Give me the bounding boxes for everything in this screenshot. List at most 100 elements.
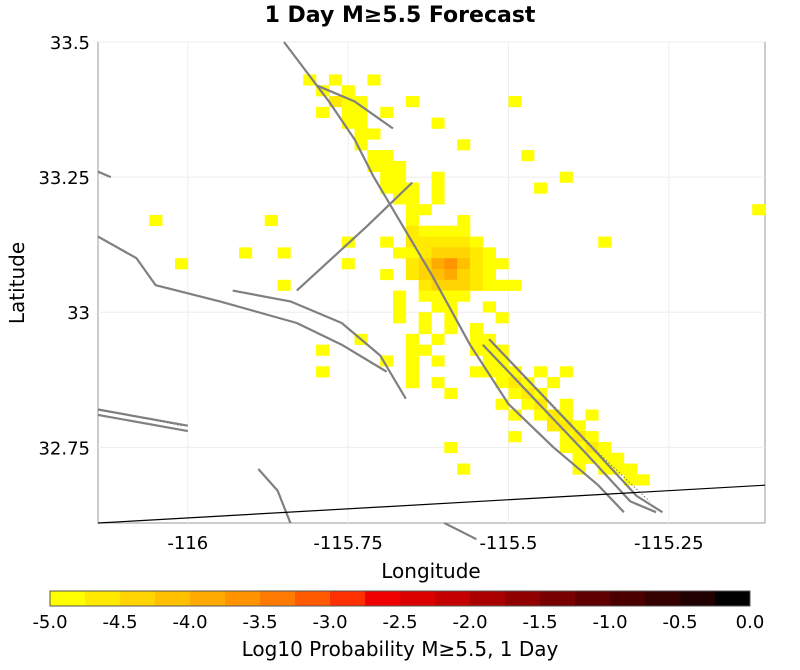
- probability-cell: [431, 225, 445, 237]
- probability-cell: [418, 236, 432, 248]
- probability-cell: [534, 409, 548, 421]
- probability-cell: [469, 268, 484, 281]
- probability-cell: [418, 247, 432, 259]
- colorbar-tick-label: -3.0: [312, 612, 347, 633]
- probability-cell: [405, 204, 419, 216]
- probability-cell: [457, 463, 471, 475]
- fault-line: [97, 235, 388, 373]
- colorbar-tick-label: 0.0: [736, 612, 765, 633]
- probability-cell: [431, 268, 445, 281]
- probability-cell: [431, 258, 445, 270]
- x-tick-label: -115.25: [634, 533, 703, 554]
- colorbar-swatch: [470, 591, 506, 606]
- probability-cell: [495, 344, 509, 356]
- colorbar-swatch: [400, 591, 436, 606]
- probability-cell: [405, 366, 419, 378]
- probability-cell: [469, 323, 484, 335]
- fault-line: [296, 181, 414, 292]
- probability-cell: [585, 431, 599, 443]
- colorbar-tick-labels: -5.0 -4.5 -4.0 -3.5 -3.0 -2.5 -2.0 -1.5 -1.0 -0.5…: [32, 612, 764, 633]
- probability-cell: [418, 279, 432, 291]
- probability-cell: [405, 96, 419, 108]
- probability-cell: [469, 366, 484, 378]
- probability-cell: [405, 225, 419, 237]
- border-line: [97, 484, 766, 524]
- probability-cell: [495, 377, 509, 389]
- probability-cell: [341, 96, 355, 108]
- probability-cell: [367, 150, 381, 162]
- probability-cell: [431, 236, 445, 248]
- probability-cell: [508, 279, 522, 291]
- probability-cell: [418, 312, 432, 324]
- colorbar: [49, 590, 751, 607]
- probability-cell: [316, 366, 330, 378]
- probability-cell: [431, 193, 445, 205]
- colorbar-tick-label: -1.0: [592, 612, 627, 633]
- fault-line: [232, 289, 407, 400]
- probability-cell: [380, 268, 394, 281]
- probability-cell: [546, 409, 561, 421]
- colorbar-swatch: [50, 591, 86, 606]
- colorbar-swatch: [260, 591, 296, 606]
- probability-cell: [431, 301, 445, 313]
- fault-line: [97, 413, 188, 433]
- chart-title: 1 Day M≥5.5 Forecast: [265, 3, 536, 28]
- probability-cell: [559, 420, 573, 432]
- probability-cell: [508, 409, 522, 421]
- probability-cell: [521, 150, 535, 162]
- probability-cell: [636, 474, 650, 486]
- probability-cell: [431, 247, 445, 259]
- probability-cell: [495, 366, 509, 378]
- probability-cell: [469, 258, 484, 270]
- probability-cell: [508, 366, 522, 378]
- probability-cell: [469, 236, 484, 248]
- y-axis-label: Latitude: [5, 242, 29, 324]
- probability-cell: [418, 323, 432, 335]
- probability-cell: [418, 225, 432, 237]
- probability-cell: [341, 106, 355, 118]
- probability-cell: [393, 290, 407, 302]
- colorbar-swatch: [190, 591, 226, 606]
- probability-cell: [623, 474, 638, 486]
- probability-cell: [444, 290, 458, 302]
- probability-cell: [367, 128, 381, 140]
- probability-cell: [469, 333, 484, 345]
- fault-line: [443, 522, 477, 541]
- probability-cell: [495, 355, 509, 367]
- probability-cell: [431, 117, 445, 129]
- probability-cell: [521, 377, 535, 389]
- x-axis-label: Longitude: [381, 559, 480, 583]
- probability-cell: [316, 85, 330, 97]
- probability-cell: [303, 74, 317, 86]
- colorbar-swatch: [365, 591, 401, 606]
- probability-cell: [572, 452, 586, 464]
- probability-cell: [444, 268, 458, 281]
- probability-cell: [380, 160, 394, 173]
- y-tick-label: 33.25: [38, 168, 90, 189]
- colorbar-tick-label: -5.0: [32, 612, 67, 633]
- colorbar-swatch: [295, 591, 331, 606]
- probability-cell: [393, 160, 407, 173]
- probability-cell: [393, 312, 407, 324]
- probability-cell: [508, 96, 522, 108]
- probability-cell: [598, 463, 612, 475]
- probability-cell: [380, 150, 394, 162]
- probability-cell: [611, 452, 625, 464]
- colorbar-swatch: [610, 591, 646, 606]
- probability-cell: [341, 85, 355, 97]
- colorbar-swatch: [505, 591, 541, 606]
- probability-cell: [380, 236, 394, 248]
- colorbar-swatch: [540, 591, 576, 606]
- probability-cell: [405, 377, 419, 389]
- probability-cell: [559, 431, 573, 443]
- probability-cell: [508, 387, 522, 399]
- colorbar-swatch: [120, 591, 156, 606]
- probability-cell: [457, 279, 471, 291]
- y-tick-label: 33: [67, 303, 90, 324]
- x-tick-labels: -116 -115.75 -115.5 -115.25: [167, 533, 703, 554]
- probability-cell: [546, 420, 561, 432]
- probability-cell: [572, 420, 586, 432]
- probability-cell: [316, 106, 330, 118]
- probability-cell: [328, 74, 343, 86]
- probability-cell: [508, 377, 522, 389]
